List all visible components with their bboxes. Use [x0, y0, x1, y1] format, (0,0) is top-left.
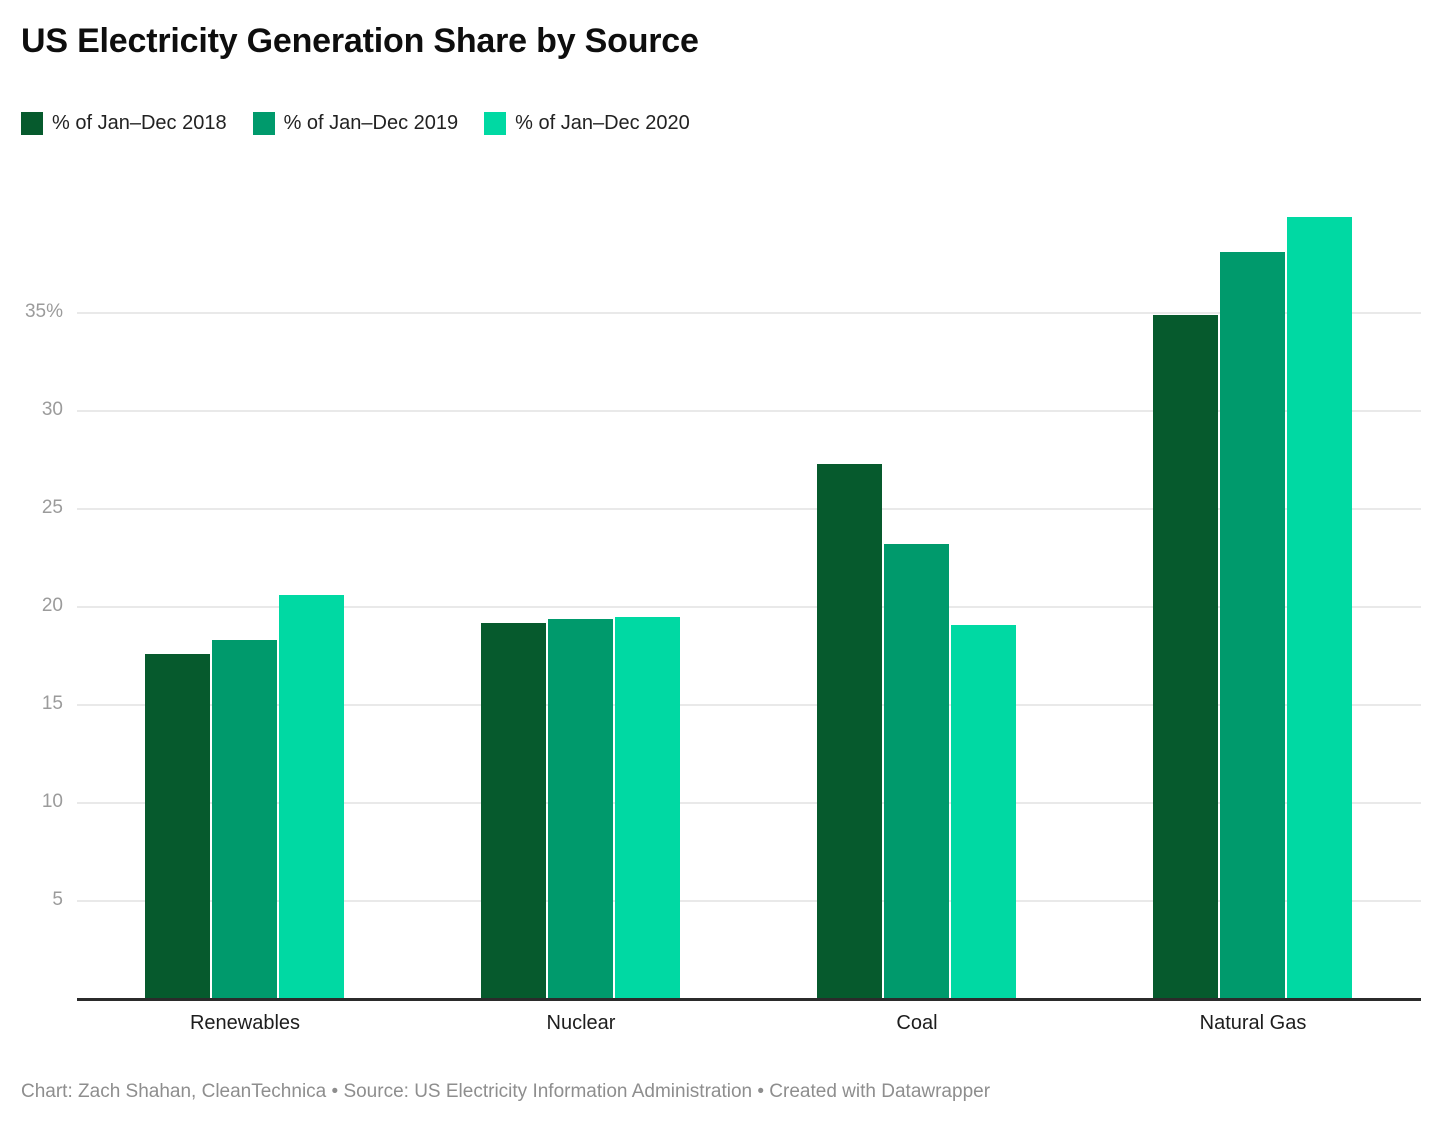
legend-label-2018: % of Jan–Dec 2018 — [52, 112, 227, 134]
chart-title: US Electricity Generation Share by Sourc… — [21, 22, 699, 60]
y-gridline-25 — [77, 508, 1421, 510]
x-category-label-natural-gas: Natural Gas — [1199, 1012, 1307, 1034]
legend-swatch-2018 — [21, 112, 43, 135]
bar-renewables-2020[interactable] — [279, 595, 344, 999]
bar-natural-gas-2020[interactable] — [1287, 217, 1352, 999]
y-gridline-20 — [77, 606, 1421, 608]
y-tick-label-25: 25 — [41, 497, 63, 518]
bar-natural-gas-2018[interactable] — [1153, 315, 1218, 999]
y-tick-label-10: 10 — [41, 791, 63, 812]
y-tick-label-15: 15 — [41, 693, 63, 714]
bar-coal-2018[interactable] — [817, 464, 882, 999]
x-axis-line — [77, 998, 1421, 1001]
y-gridline-30 — [77, 410, 1421, 412]
legend-item-2018: % of Jan–Dec 2018 — [21, 112, 227, 135]
x-category-label-renewables: Renewables — [189, 1012, 301, 1034]
bar-coal-2020[interactable] — [951, 625, 1016, 999]
chart-footer: Chart: Zach Shahan, CleanTechnica • Sour… — [21, 1081, 991, 1102]
legend-item-2020: % of Jan–Dec 2020 — [484, 112, 690, 135]
y-tick-label-20: 20 — [41, 595, 63, 616]
bar-renewables-2019[interactable] — [212, 640, 277, 999]
y-gridline-15 — [77, 704, 1421, 706]
legend-label-2019: % of Jan–Dec 2019 — [283, 112, 459, 134]
y-gridline-35 — [77, 312, 1421, 314]
legend: % of Jan–Dec 2018 % of Jan–Dec 2019 % of… — [21, 112, 690, 135]
bar-nuclear-2020[interactable] — [615, 617, 680, 999]
y-tick-label-35: 35% — [24, 301, 63, 322]
bar-natural-gas-2019[interactable] — [1220, 252, 1285, 999]
y-tick-label-5: 5 — [52, 889, 63, 910]
y-gridline-10 — [77, 802, 1421, 804]
legend-label-2020: % of Jan–Dec 2020 — [515, 112, 690, 134]
legend-swatch-2020 — [484, 112, 507, 135]
y-tick-label-30: 30 — [41, 399, 63, 420]
x-category-label-coal: Coal — [896, 1012, 938, 1034]
bar-renewables-2018[interactable] — [145, 654, 210, 999]
y-gridline-5 — [77, 900, 1421, 902]
bar-coal-2019[interactable] — [884, 544, 949, 999]
bar-nuclear-2019[interactable] — [548, 619, 613, 999]
x-category-label-nuclear: Nuclear — [546, 1012, 616, 1034]
legend-item-2019: % of Jan–Dec 2019 — [252, 112, 459, 135]
bar-nuclear-2018[interactable] — [481, 623, 546, 999]
legend-swatch-2019 — [252, 112, 275, 135]
